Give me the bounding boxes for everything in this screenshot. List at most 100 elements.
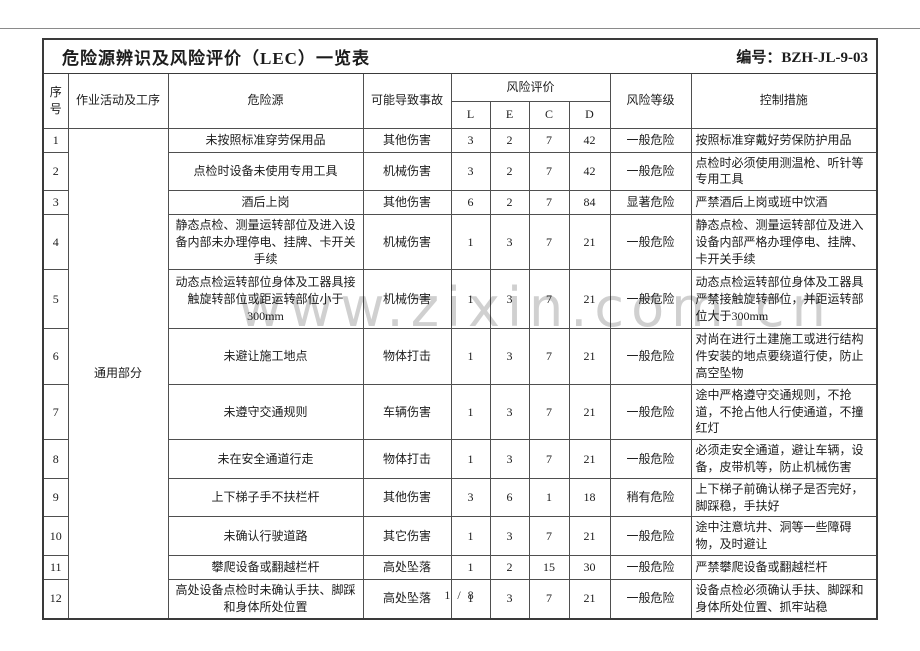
doc-number: 编号：BZH-JL-9-03 bbox=[736, 50, 868, 66]
d-value-cell: 21 bbox=[568, 439, 611, 479]
c-value-cell: 7 bbox=[528, 190, 570, 216]
d-value-cell: 21 bbox=[568, 214, 611, 271]
hazard-cell: 高处设备点检时未确认手扶、脚踩和身体所处位置 bbox=[167, 579, 364, 619]
hazard-cell: 未遵守交通规则 bbox=[167, 383, 364, 441]
col-header-E: E bbox=[489, 100, 530, 129]
table-row: 5 动态点检运转部位身体及工器具接触旋转部位或距运转部位小于300mm 机械伤害… bbox=[43, 269, 877, 330]
table-body: 1 通用部分 未按照标准穿劳保用品 其他伤害 3 2 7 42 一般危险 按照标准… bbox=[43, 127, 877, 619]
serial-cell: 3 bbox=[43, 190, 69, 216]
control-measure-cell: 严禁酒后上岗或班中饮酒 bbox=[690, 190, 877, 216]
e-value-cell: 2 bbox=[489, 127, 530, 153]
accident-cell: 车辆伤害 bbox=[362, 383, 452, 441]
hazard-cell: 动态点检运转部位身体及工器具接触旋转部位或距运转部位小于300mm bbox=[167, 269, 364, 330]
serial-cell: 2 bbox=[43, 151, 69, 192]
accident-cell: 机械伤害 bbox=[362, 151, 452, 192]
risk-level-cell: 一般危险 bbox=[609, 579, 692, 619]
accident-cell: 物体打击 bbox=[362, 439, 452, 479]
l-value-cell: 1 bbox=[450, 579, 491, 619]
c-value-cell: 7 bbox=[528, 269, 570, 330]
table-row: 12 高处设备点检时未确认手扶、脚踩和身体所处位置 高处坠落 1 3 7 21 … bbox=[43, 579, 877, 619]
l-value-cell: 1 bbox=[450, 555, 491, 581]
control-measure-cell: 对尚在进行土建施工或进行结构件安装的地点要绕道行使，防止高空坠物 bbox=[690, 328, 877, 385]
d-value-cell: 42 bbox=[568, 151, 611, 192]
risk-level-cell: 一般危险 bbox=[609, 516, 692, 557]
c-value-cell: 7 bbox=[528, 439, 570, 479]
serial-cell: 1 bbox=[43, 127, 69, 153]
e-value-cell: 3 bbox=[489, 516, 530, 557]
serial-cell: 11 bbox=[43, 555, 69, 581]
accident-cell: 其他伤害 bbox=[362, 190, 452, 216]
l-value-cell: 1 bbox=[450, 328, 491, 385]
l-value-cell: 1 bbox=[450, 214, 491, 271]
risk-level-cell: 显著危险 bbox=[609, 190, 692, 216]
e-value-cell: 3 bbox=[489, 579, 530, 619]
control-measure-cell: 途中注意坑井、洞等一些障碍物，及时避让 bbox=[690, 516, 877, 557]
hazard-cell: 未确认行驶道路 bbox=[167, 516, 364, 557]
hazard-cell: 酒后上岗 bbox=[167, 190, 364, 216]
c-value-cell: 7 bbox=[528, 516, 570, 557]
serial-cell: 4 bbox=[43, 214, 69, 271]
d-value-cell: 21 bbox=[568, 516, 611, 557]
risk-level-cell: 一般危险 bbox=[609, 383, 692, 441]
control-measure-cell: 严禁攀爬设备或翻越栏杆 bbox=[690, 555, 877, 581]
l-value-cell: 3 bbox=[450, 477, 491, 518]
accident-cell: 高处坠落 bbox=[362, 555, 452, 581]
accident-cell: 高处坠落 bbox=[362, 579, 452, 619]
col-header-activity: 作业活动及工序 bbox=[67, 73, 169, 129]
e-value-cell: 2 bbox=[489, 190, 530, 216]
e-value-cell: 3 bbox=[489, 269, 530, 330]
l-value-cell: 3 bbox=[450, 127, 491, 153]
hazard-cell: 未在安全通道行走 bbox=[167, 439, 364, 479]
control-measure-cell: 途中严格遵守交通规则，不抢道，不抢占他人行使通道，不撞红灯 bbox=[690, 383, 877, 441]
control-measure-cell: 静态点检、测量运转部位及进入设备内部严格办理停电、挂牌、卡开关手续 bbox=[690, 214, 877, 271]
table-row: 8 未在安全通道行走 物体打击 1 3 7 21 一般危险 必须走安全通道，避让… bbox=[43, 439, 877, 479]
d-value-cell: 42 bbox=[568, 127, 611, 153]
d-value-cell: 30 bbox=[568, 555, 611, 581]
risk-level-cell: 一般危险 bbox=[609, 127, 692, 153]
c-value-cell: 15 bbox=[528, 555, 570, 581]
l-value-cell: 1 bbox=[450, 383, 491, 441]
risk-level-cell: 一般危险 bbox=[609, 214, 692, 271]
control-measure-cell: 动态点检运转部位身体及工器具严禁接触旋转部位，并距运转部位大于300mm bbox=[690, 269, 877, 330]
accident-cell: 其他伤害 bbox=[362, 127, 452, 153]
table-row: 7 未遵守交通规则 车辆伤害 1 3 7 21 一般危险 途中严格遵守交通规则，… bbox=[43, 383, 877, 441]
l-value-cell: 6 bbox=[450, 190, 491, 216]
serial-cell: 12 bbox=[43, 579, 69, 619]
table-header: 序号 作业活动及工序 危险源 可能导致事故 风险评价 风险等级 控制措施 L E… bbox=[43, 73, 877, 129]
risk-assessment-table: 序号 作业活动及工序 危险源 可能导致事故 风险评价 风险等级 控制措施 L E… bbox=[43, 73, 877, 619]
d-value-cell: 21 bbox=[568, 579, 611, 619]
col-header-D: D bbox=[568, 100, 611, 129]
d-value-cell: 21 bbox=[568, 328, 611, 385]
l-value-cell: 1 bbox=[450, 439, 491, 479]
serial-cell: 5 bbox=[43, 269, 69, 330]
hazard-cell: 静态点检、测量运转部位及进入设备内部未办理停电、挂牌、卡开关手续 bbox=[167, 214, 364, 271]
control-measure-cell: 点检时必须使用测温枪、听针等专用工具 bbox=[690, 151, 877, 192]
hazard-cell: 点检时设备未使用专用工具 bbox=[167, 151, 364, 192]
serial-cell: 9 bbox=[43, 477, 69, 518]
col-header-risk-eval: 风险评价 bbox=[450, 73, 611, 102]
e-value-cell: 2 bbox=[489, 151, 530, 192]
table-row: 10 未确认行驶道路 其它伤害 1 3 7 21 一般危险 途中注意坑井、洞等一… bbox=[43, 516, 877, 557]
serial-cell: 6 bbox=[43, 328, 69, 385]
accident-cell: 其他伤害 bbox=[362, 477, 452, 518]
risk-level-cell: 一般危险 bbox=[609, 555, 692, 581]
c-value-cell: 7 bbox=[528, 328, 570, 385]
serial-cell: 7 bbox=[43, 383, 69, 441]
table-row: 2 点检时设备未使用专用工具 机械伤害 3 2 7 42 一般危险 点检时必须使… bbox=[43, 151, 877, 192]
col-header-control: 控制措施 bbox=[690, 73, 877, 129]
e-value-cell: 2 bbox=[489, 555, 530, 581]
d-value-cell: 84 bbox=[568, 190, 611, 216]
accident-cell: 其它伤害 bbox=[362, 516, 452, 557]
page-title: 危险源辨识及风险评价（LEC）一览表 bbox=[62, 49, 370, 68]
col-header-serial: 序号 bbox=[43, 73, 69, 129]
table-row: 1 通用部分 未按照标准穿劳保用品 其他伤害 3 2 7 42 一般危险 按照标准… bbox=[43, 127, 877, 619]
e-value-cell: 6 bbox=[489, 477, 530, 518]
l-value-cell: 3 bbox=[450, 151, 491, 192]
d-value-cell: 21 bbox=[568, 383, 611, 441]
l-value-cell: 1 bbox=[450, 516, 491, 557]
risk-level-cell: 一般危险 bbox=[609, 269, 692, 330]
col-header-hazard: 危险源 bbox=[167, 73, 364, 129]
accident-cell: 物体打击 bbox=[362, 328, 452, 385]
table-row: 9 上下梯子手不扶栏杆 其他伤害 3 6 1 18 稍有危险 上下梯子前确认梯子… bbox=[43, 477, 877, 518]
hazard-cell: 未避让施工地点 bbox=[167, 328, 364, 385]
